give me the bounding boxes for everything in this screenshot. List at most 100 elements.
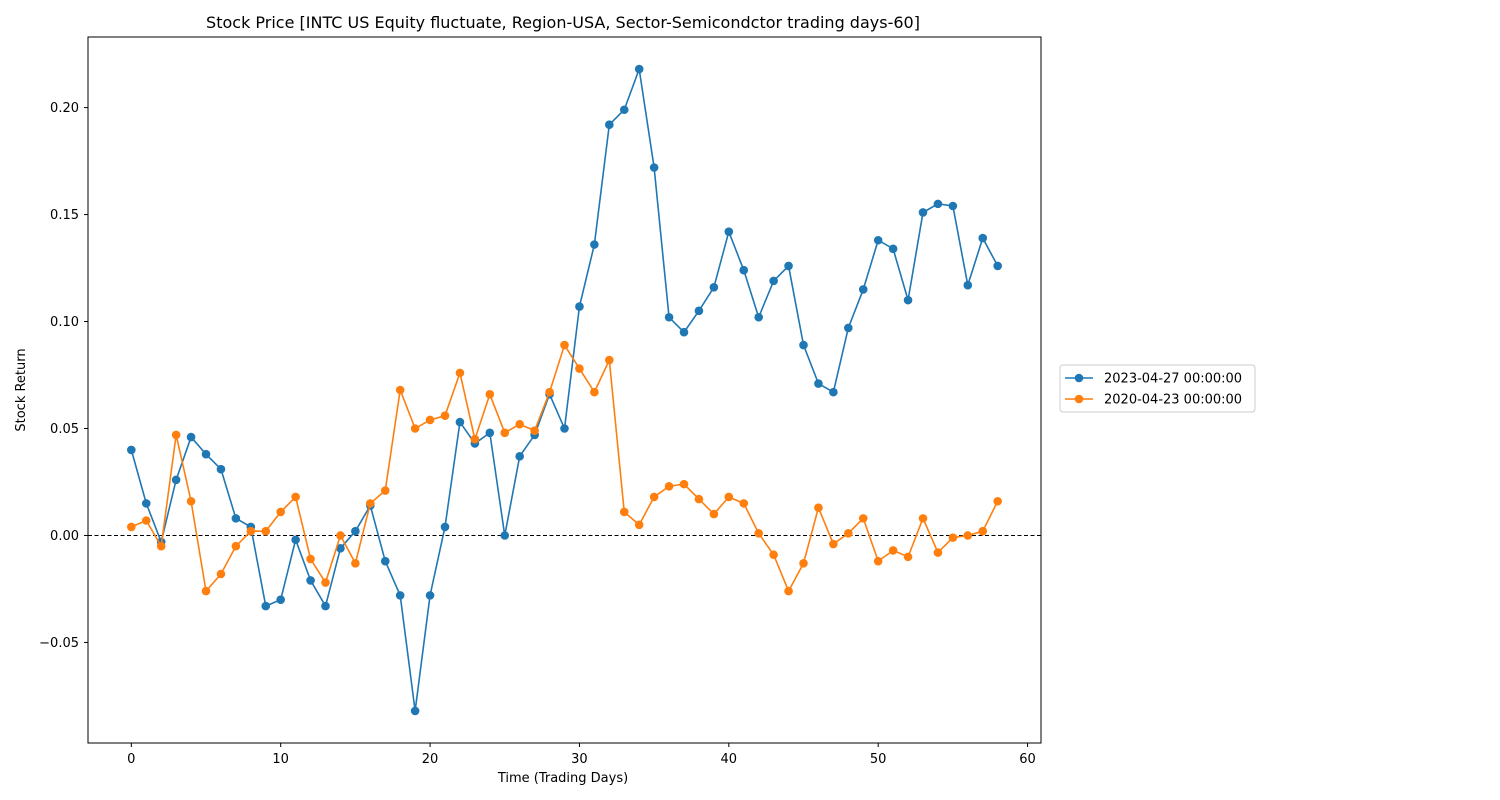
data-point — [664, 481, 674, 491]
data-point — [709, 283, 719, 292]
data-point — [216, 569, 226, 579]
data-point — [366, 499, 375, 508]
data-point — [395, 591, 405, 600]
legend-item: 2020-04-23 00:00:00 — [1065, 393, 1242, 408]
data-point — [336, 544, 345, 553]
data-point — [664, 312, 674, 322]
data-point — [485, 389, 495, 399]
data-point — [321, 578, 330, 587]
data-point — [141, 516, 151, 525]
data-point — [127, 445, 136, 455]
data-point — [336, 531, 345, 540]
data-point — [963, 531, 973, 540]
data-point — [649, 492, 659, 502]
data-point — [933, 548, 943, 557]
data-point — [395, 385, 405, 395]
data-point — [769, 550, 778, 560]
data-point — [619, 507, 629, 517]
data-point — [246, 526, 256, 536]
data-point — [156, 541, 166, 551]
data-point — [933, 199, 943, 209]
data-point — [814, 379, 823, 388]
data-point — [679, 327, 689, 337]
x-tick-label: 20 — [422, 752, 439, 767]
data-point — [888, 244, 898, 254]
data-point — [560, 340, 569, 350]
data-point — [948, 533, 958, 542]
data-point — [799, 340, 808, 350]
data-point — [724, 492, 734, 502]
data-point — [186, 496, 196, 506]
y-tick-label: 0.20 — [50, 101, 79, 116]
data-point — [186, 432, 196, 442]
data-point — [873, 235, 883, 245]
data-point — [634, 64, 644, 74]
data-point — [814, 503, 823, 512]
data-point — [306, 554, 315, 564]
data-point — [351, 558, 360, 568]
data-point — [201, 586, 211, 596]
data-point — [694, 306, 704, 316]
x-tick-label: 40 — [721, 752, 738, 767]
data-point — [306, 576, 315, 585]
x-tick-label: 30 — [571, 752, 588, 767]
data-point — [724, 227, 734, 236]
data-point — [171, 475, 181, 485]
data-point — [141, 499, 151, 508]
data-point — [560, 424, 569, 433]
y-axis-label: Stock Return — [14, 348, 29, 431]
data-point — [380, 486, 390, 495]
data-point — [276, 507, 285, 517]
data-point — [425, 591, 435, 600]
data-point — [679, 479, 689, 489]
y-tick-label: 0.15 — [50, 208, 79, 223]
x-tick-label: 50 — [870, 752, 887, 767]
series-1 — [127, 340, 1002, 596]
data-point — [858, 514, 868, 523]
data-point — [605, 355, 614, 365]
data-point — [918, 514, 928, 523]
data-point — [351, 526, 360, 536]
x-axis-label: Time (Trading Days) — [497, 771, 628, 786]
data-point — [291, 492, 300, 502]
data-point — [575, 364, 584, 373]
x-tick-label: 10 — [272, 752, 289, 767]
data-point — [799, 558, 808, 568]
data-point — [784, 586, 793, 596]
plot-frame — [87, 36, 1042, 744]
data-point — [515, 419, 524, 429]
data-point — [829, 387, 838, 397]
series-line — [130, 68, 999, 712]
data-point — [858, 285, 868, 294]
data-point — [231, 541, 241, 551]
data-point — [739, 499, 749, 508]
y-axis: −0.05 0.00 0.05 0.10 0.15 0.20 — [39, 101, 88, 651]
data-point — [694, 494, 704, 504]
data-point — [500, 531, 510, 540]
data-point — [769, 276, 778, 286]
y-tick-label: 0.00 — [50, 529, 79, 544]
data-point — [410, 706, 420, 716]
data-point — [575, 302, 584, 311]
data-point — [276, 595, 285, 604]
data-point — [948, 201, 958, 211]
legend-marker-swatch — [1074, 394, 1084, 404]
data-point — [500, 428, 510, 438]
data-point — [634, 520, 644, 530]
data-point — [440, 522, 450, 532]
data-point — [739, 265, 749, 275]
legend-item: 2023-04-27 00:00:00 — [1065, 372, 1242, 387]
data-point — [754, 312, 763, 322]
data-point — [978, 526, 988, 536]
legend-box — [1059, 364, 1256, 413]
data-point — [888, 546, 898, 555]
data-point — [918, 208, 928, 217]
data-point — [649, 163, 659, 172]
data-point — [530, 426, 539, 435]
legend: 2023-04-27 00:00:00 2020-04-23 00:00:00 — [1059, 364, 1256, 413]
data-point — [963, 280, 973, 290]
x-axis: 0 10 20 30 40 50 60 — [127, 743, 1036, 767]
data-point — [261, 526, 271, 536]
y-tick-label: 0.05 — [50, 422, 79, 437]
